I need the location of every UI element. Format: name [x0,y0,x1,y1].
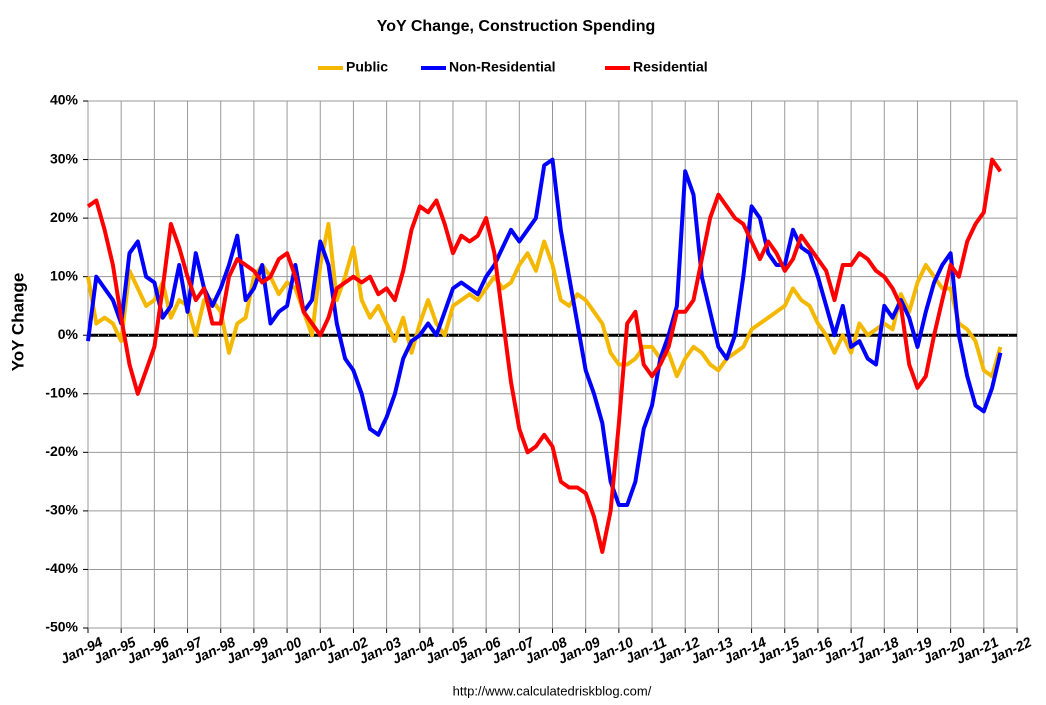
y-tick-label: -20% [45,443,78,459]
y-tick-label: 20% [50,209,79,225]
source: http://www.calculatedriskblog.com/ [453,683,652,698]
legend-label: Non-Residential [449,59,556,75]
y-tick-label: 30% [50,150,79,166]
y-tick-label: 0% [58,326,79,342]
y-tick-label: -40% [45,560,78,576]
y-tick-label: -10% [45,384,78,400]
legend-label: Residential [633,59,708,75]
y-tick-label: 40% [50,92,79,108]
legend-label: Public [346,59,388,75]
series-line [86,222,1003,379]
series-line [86,157,1003,507]
y-axis-label: YoY Change [8,273,27,372]
y-tick-label: -30% [45,502,78,518]
y-tick-label: 10% [50,267,79,283]
chart-title: YoY Change, Construction Spending [377,18,656,35]
series-line [86,157,1003,554]
y-tick-label: -50% [45,619,78,635]
